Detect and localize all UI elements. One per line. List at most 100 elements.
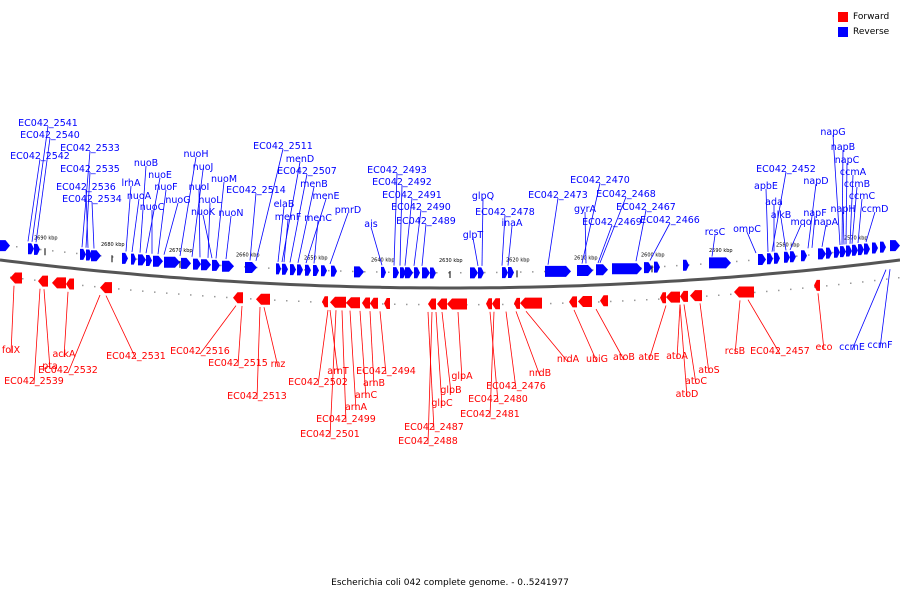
forward-gene bbox=[660, 292, 666, 304]
leader-line bbox=[125, 185, 132, 252]
leader-line bbox=[547, 197, 559, 265]
reverse-gene bbox=[840, 246, 846, 258]
track-dot bbox=[298, 300, 300, 302]
ruler-tick-label: 2650 kbp bbox=[304, 256, 328, 262]
gene-label-ec042-2532: EC042_2532 bbox=[38, 365, 98, 376]
ruler-tick-label: 2660 kbp bbox=[236, 252, 260, 258]
forward-gene bbox=[346, 297, 360, 309]
leader-line bbox=[27, 158, 41, 242]
reverse-gene bbox=[146, 255, 152, 266]
forward-gene bbox=[38, 275, 48, 287]
gene-label-nuoh: nuoH bbox=[184, 149, 209, 160]
track-dot bbox=[328, 269, 330, 272]
legend-forward-label: Forward bbox=[853, 11, 890, 22]
gene-label-elab: elaB bbox=[274, 199, 295, 210]
leader-line bbox=[393, 172, 398, 266]
track-dot bbox=[826, 285, 828, 287]
gene-label-ec042-2492: EC042_2492 bbox=[372, 177, 432, 188]
reverse-gene bbox=[282, 263, 288, 275]
leader-line bbox=[489, 311, 499, 403]
track-dot bbox=[790, 288, 792, 291]
leader-line bbox=[581, 182, 601, 264]
leader-line bbox=[711, 234, 716, 257]
gene-label-atod: atoD bbox=[676, 389, 699, 400]
reverse-gene bbox=[354, 266, 364, 278]
gene-label-nuom: nuoM bbox=[211, 174, 237, 185]
gene-label-ec042-2514: EC042_2514 bbox=[226, 185, 286, 196]
leader-line bbox=[359, 310, 367, 399]
reverse-gene bbox=[846, 245, 852, 257]
gene-label-ec042-2487: EC042_2487 bbox=[404, 422, 464, 433]
track-dot bbox=[502, 303, 504, 306]
track-dot bbox=[730, 293, 732, 296]
leader-line bbox=[807, 183, 817, 249]
gene-label-ompc: ompC bbox=[733, 224, 761, 235]
leader-line bbox=[139, 165, 147, 253]
gene-label-ec042-2511: EC042_2511 bbox=[253, 141, 313, 152]
legend-forward: Forward bbox=[838, 9, 889, 24]
leader-line bbox=[404, 197, 413, 266]
ruler-tick-label: 2640 kbp bbox=[371, 257, 395, 263]
forward-gene bbox=[447, 298, 467, 310]
forward-gene bbox=[734, 286, 754, 298]
leader-line bbox=[179, 156, 197, 256]
gene-label-napc: napC bbox=[835, 155, 860, 166]
gene-label-arnt: arnT bbox=[327, 366, 349, 377]
reverse-gene bbox=[422, 267, 430, 279]
track-dot bbox=[532, 271, 534, 273]
gene-label-pmrd: pmrD bbox=[335, 205, 362, 216]
forward-gene bbox=[520, 297, 542, 309]
reverse-gene bbox=[801, 250, 807, 262]
track-dot bbox=[250, 298, 252, 300]
forward-gene bbox=[578, 296, 592, 307]
gene-label-ec042-2531: EC042_2531 bbox=[106, 351, 166, 362]
leader-line bbox=[457, 311, 463, 380]
track-dot bbox=[664, 265, 666, 268]
gene-label-ec042-2494: EC042_2494 bbox=[356, 366, 416, 377]
gene-label-mqo: mqo bbox=[790, 217, 811, 228]
leader-line bbox=[33, 288, 41, 385]
reverse-gene bbox=[331, 265, 337, 277]
leader-line bbox=[199, 305, 237, 355]
gene-label-glpt: glpT bbox=[463, 230, 484, 241]
reverse-gene bbox=[508, 267, 514, 278]
reverse-gene bbox=[834, 246, 840, 258]
leader-line bbox=[817, 293, 825, 351]
forward-gene bbox=[437, 298, 447, 310]
track-dot bbox=[652, 266, 654, 268]
gene-label-ada: ada bbox=[765, 197, 783, 208]
leader-line bbox=[635, 209, 647, 262]
leader-line bbox=[215, 181, 225, 259]
reverse-gene bbox=[131, 253, 136, 265]
reverse-gene bbox=[201, 259, 211, 271]
gene-label-nuof: nuoF bbox=[154, 182, 177, 193]
track-dot bbox=[136, 258, 138, 260]
reverse-gene bbox=[86, 249, 92, 261]
track-dot bbox=[634, 299, 636, 302]
gene-label-glpq: glpQ bbox=[472, 191, 494, 202]
track-dot bbox=[22, 278, 24, 280]
gene-label-ec042-2507: EC042_2507 bbox=[277, 166, 337, 177]
reverse-gene bbox=[596, 264, 608, 276]
forward-gene bbox=[690, 290, 702, 302]
genome-caption: Escherichia coli 042 complete genome. - … bbox=[331, 578, 569, 588]
track-dot bbox=[598, 301, 600, 303]
track-dot bbox=[364, 271, 366, 273]
leader-line bbox=[851, 269, 887, 351]
gene-label-ec042-2481: EC042_2481 bbox=[460, 409, 520, 420]
leader-line bbox=[676, 304, 681, 360]
leader-line bbox=[85, 189, 89, 248]
gene-label-alkb: alkB bbox=[771, 210, 791, 221]
gene-label-ubig: ubiG bbox=[586, 354, 608, 365]
gene-label-atoc: atoC bbox=[685, 376, 707, 387]
track-dot bbox=[268, 267, 270, 269]
leader-line bbox=[255, 148, 284, 261]
gene-label-nuol: nuoL bbox=[198, 195, 222, 206]
reverse-gene bbox=[0, 240, 10, 252]
gene-label-nuok: nuoK bbox=[191, 207, 216, 218]
leader-line bbox=[256, 306, 261, 400]
leader-line bbox=[263, 307, 279, 368]
track-dot bbox=[94, 285, 96, 288]
gene-label-ec042-2541: EC042_2541 bbox=[18, 118, 78, 129]
track-dot bbox=[34, 279, 36, 281]
